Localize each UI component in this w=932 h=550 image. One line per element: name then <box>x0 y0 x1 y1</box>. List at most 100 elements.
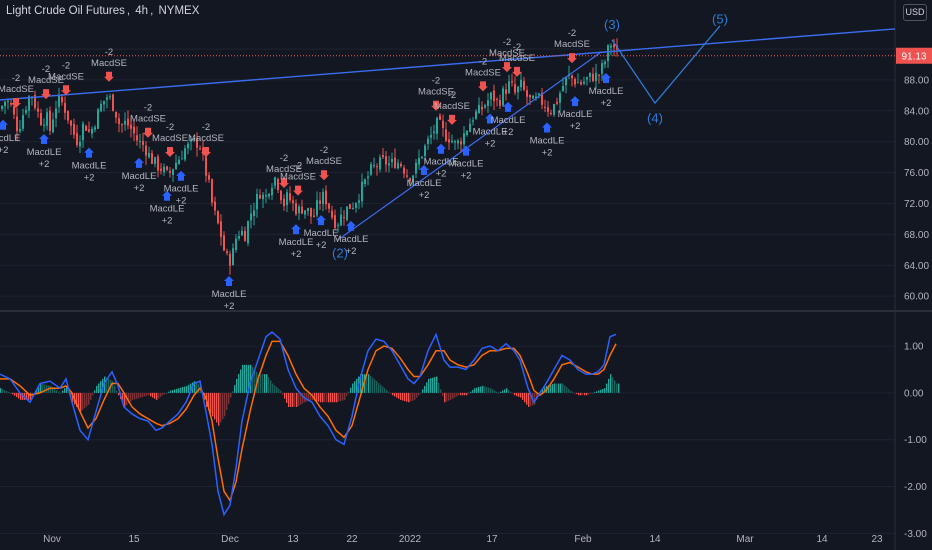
long-signal-qty: +2 <box>162 216 173 227</box>
candle-body <box>532 95 534 99</box>
candle-body <box>34 94 36 109</box>
candle-body <box>448 139 450 143</box>
histogram-bar <box>148 392 150 396</box>
histogram-bar <box>322 392 324 403</box>
histogram-bar <box>494 390 496 393</box>
candle-body <box>400 163 402 167</box>
signal-line <box>0 340 617 503</box>
short-signal-qty: -2 <box>42 64 50 75</box>
histogram-bar <box>394 392 396 397</box>
histogram-bar <box>196 382 198 393</box>
histogram-bar <box>430 378 432 393</box>
candle-body <box>496 99 498 101</box>
histogram-bar <box>372 377 374 393</box>
time-tick-label: 22 <box>346 534 358 545</box>
short-signal-label: MacdSE <box>152 133 188 144</box>
long-signal-label: MacdLE <box>424 157 459 168</box>
histogram-bar <box>336 392 338 403</box>
long-arrow-icon <box>419 164 429 175</box>
macd-tick-label: 0.00 <box>904 388 924 399</box>
short-signal-qty: -2 <box>479 56 487 67</box>
histogram-bar <box>94 390 96 393</box>
histogram-bar <box>194 381 196 393</box>
candle-body <box>301 206 303 214</box>
short-arrow-icon <box>165 147 175 158</box>
histogram-bar <box>226 392 228 411</box>
histogram-bar <box>416 392 418 398</box>
short-arrow-icon <box>567 53 577 64</box>
candle-body <box>355 203 357 209</box>
histogram-bar <box>330 392 332 403</box>
histogram-bar <box>344 392 346 400</box>
short-signal-qty: -2 <box>105 47 113 58</box>
histogram-bar <box>346 392 348 396</box>
candle-body <box>388 163 390 166</box>
long-signal-qty: +2 <box>176 196 187 207</box>
price-tick-label: 72.00 <box>904 199 929 210</box>
histogram-bar <box>614 380 616 393</box>
time-tick-label: Dec <box>221 534 239 545</box>
price-tick-label: 80.00 <box>904 137 929 148</box>
short-signal-label: MacdSE <box>48 71 84 82</box>
candle-body <box>436 117 438 134</box>
histogram-bar <box>478 387 480 393</box>
candle-body <box>79 141 81 147</box>
histogram-bar <box>436 376 438 393</box>
histogram-bar <box>264 374 266 393</box>
candle-body <box>385 156 387 165</box>
candle-body <box>298 206 300 214</box>
macd-tick-label: -2.00 <box>904 482 927 493</box>
candle-body <box>394 157 396 168</box>
candle-body <box>211 179 213 203</box>
histogram-bar <box>130 392 132 402</box>
candle-body <box>553 103 555 115</box>
histogram-bar <box>268 377 270 393</box>
time-tick-label: 14 <box>816 534 828 545</box>
short-signal-qty: -2 <box>448 90 456 101</box>
histogram-bar <box>520 392 522 398</box>
candle-body <box>358 200 360 203</box>
histogram-bar <box>488 387 490 393</box>
histogram-bar <box>498 392 500 394</box>
candle-body <box>382 155 384 158</box>
histogram-bar <box>384 388 386 393</box>
candle-body <box>559 93 561 103</box>
long-signal: MacdLE+2 <box>72 147 106 184</box>
candle-body <box>517 86 519 93</box>
long-signal-qty: +2 <box>419 190 430 201</box>
short-signal-qty: -2 <box>280 153 288 164</box>
histogram-bar <box>572 391 574 393</box>
histogram-bar <box>104 376 106 393</box>
candle-body <box>88 129 90 132</box>
histogram-bar <box>270 380 272 393</box>
histogram-bar <box>332 392 334 403</box>
candle-body <box>226 251 228 254</box>
wave-label-5: (5) <box>712 12 728 27</box>
histogram-bar <box>178 388 180 393</box>
candle-body <box>304 210 306 215</box>
candle-body <box>457 140 459 144</box>
candle-body <box>253 210 255 216</box>
candle-body <box>70 120 72 126</box>
histogram-bar <box>168 391 170 393</box>
histogram-bar <box>190 383 192 393</box>
histogram-bar <box>508 389 510 393</box>
histogram-bar <box>398 392 400 399</box>
candle-body <box>313 215 315 217</box>
histogram-bar <box>10 392 12 394</box>
histogram-bar <box>340 392 342 402</box>
short-arrow-icon <box>201 147 211 158</box>
histogram-bar <box>262 374 264 393</box>
candle-body <box>322 191 324 205</box>
short-signal-label: MacdSE <box>306 156 342 167</box>
wave-label-2: (2) <box>332 246 348 261</box>
histogram-bar <box>254 369 256 393</box>
candle-body <box>520 79 522 88</box>
candle-body <box>484 105 486 108</box>
last-price-value: 91.13 <box>901 52 926 63</box>
currency-badge[interactable]: USD <box>903 4 927 21</box>
candle-body <box>364 179 366 185</box>
